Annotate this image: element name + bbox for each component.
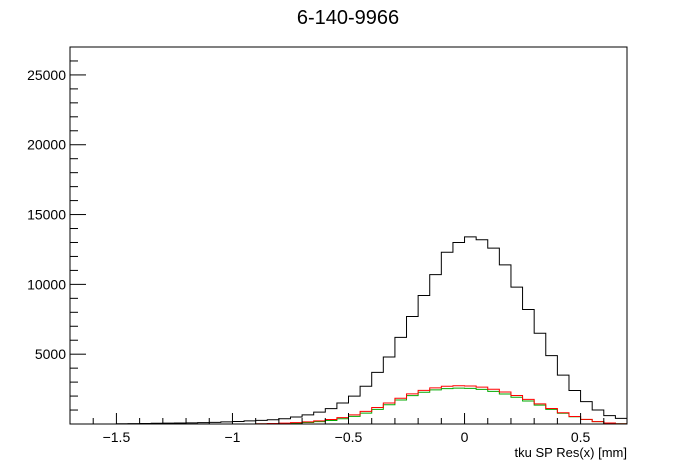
x-tick-label: 0.5 bbox=[571, 429, 591, 445]
x-tick-label: −1 bbox=[224, 429, 240, 445]
x-tick-label: −1.5 bbox=[103, 429, 131, 445]
y-tick-label: 25000 bbox=[27, 67, 66, 83]
y-tick-label: 10000 bbox=[27, 276, 66, 292]
x-axis-label: tku SP Res(x) [mm] bbox=[515, 445, 627, 460]
plot-frame bbox=[69, 46, 628, 425]
histogram-series-1 bbox=[70, 236, 627, 425]
y-tick-label: 15000 bbox=[27, 207, 66, 223]
y-tick-label: 5000 bbox=[35, 346, 66, 362]
y-tick-label: 20000 bbox=[27, 137, 66, 153]
x-tick-label: 0 bbox=[461, 429, 469, 445]
tick-labels-layer: −1.5 −1 −0.5 0 0.5 5000 10000 15000 20000 25000 bbox=[27, 67, 590, 445]
chart-title: 6-140-9966 bbox=[297, 7, 399, 29]
x-tick-label: −0.5 bbox=[335, 429, 363, 445]
